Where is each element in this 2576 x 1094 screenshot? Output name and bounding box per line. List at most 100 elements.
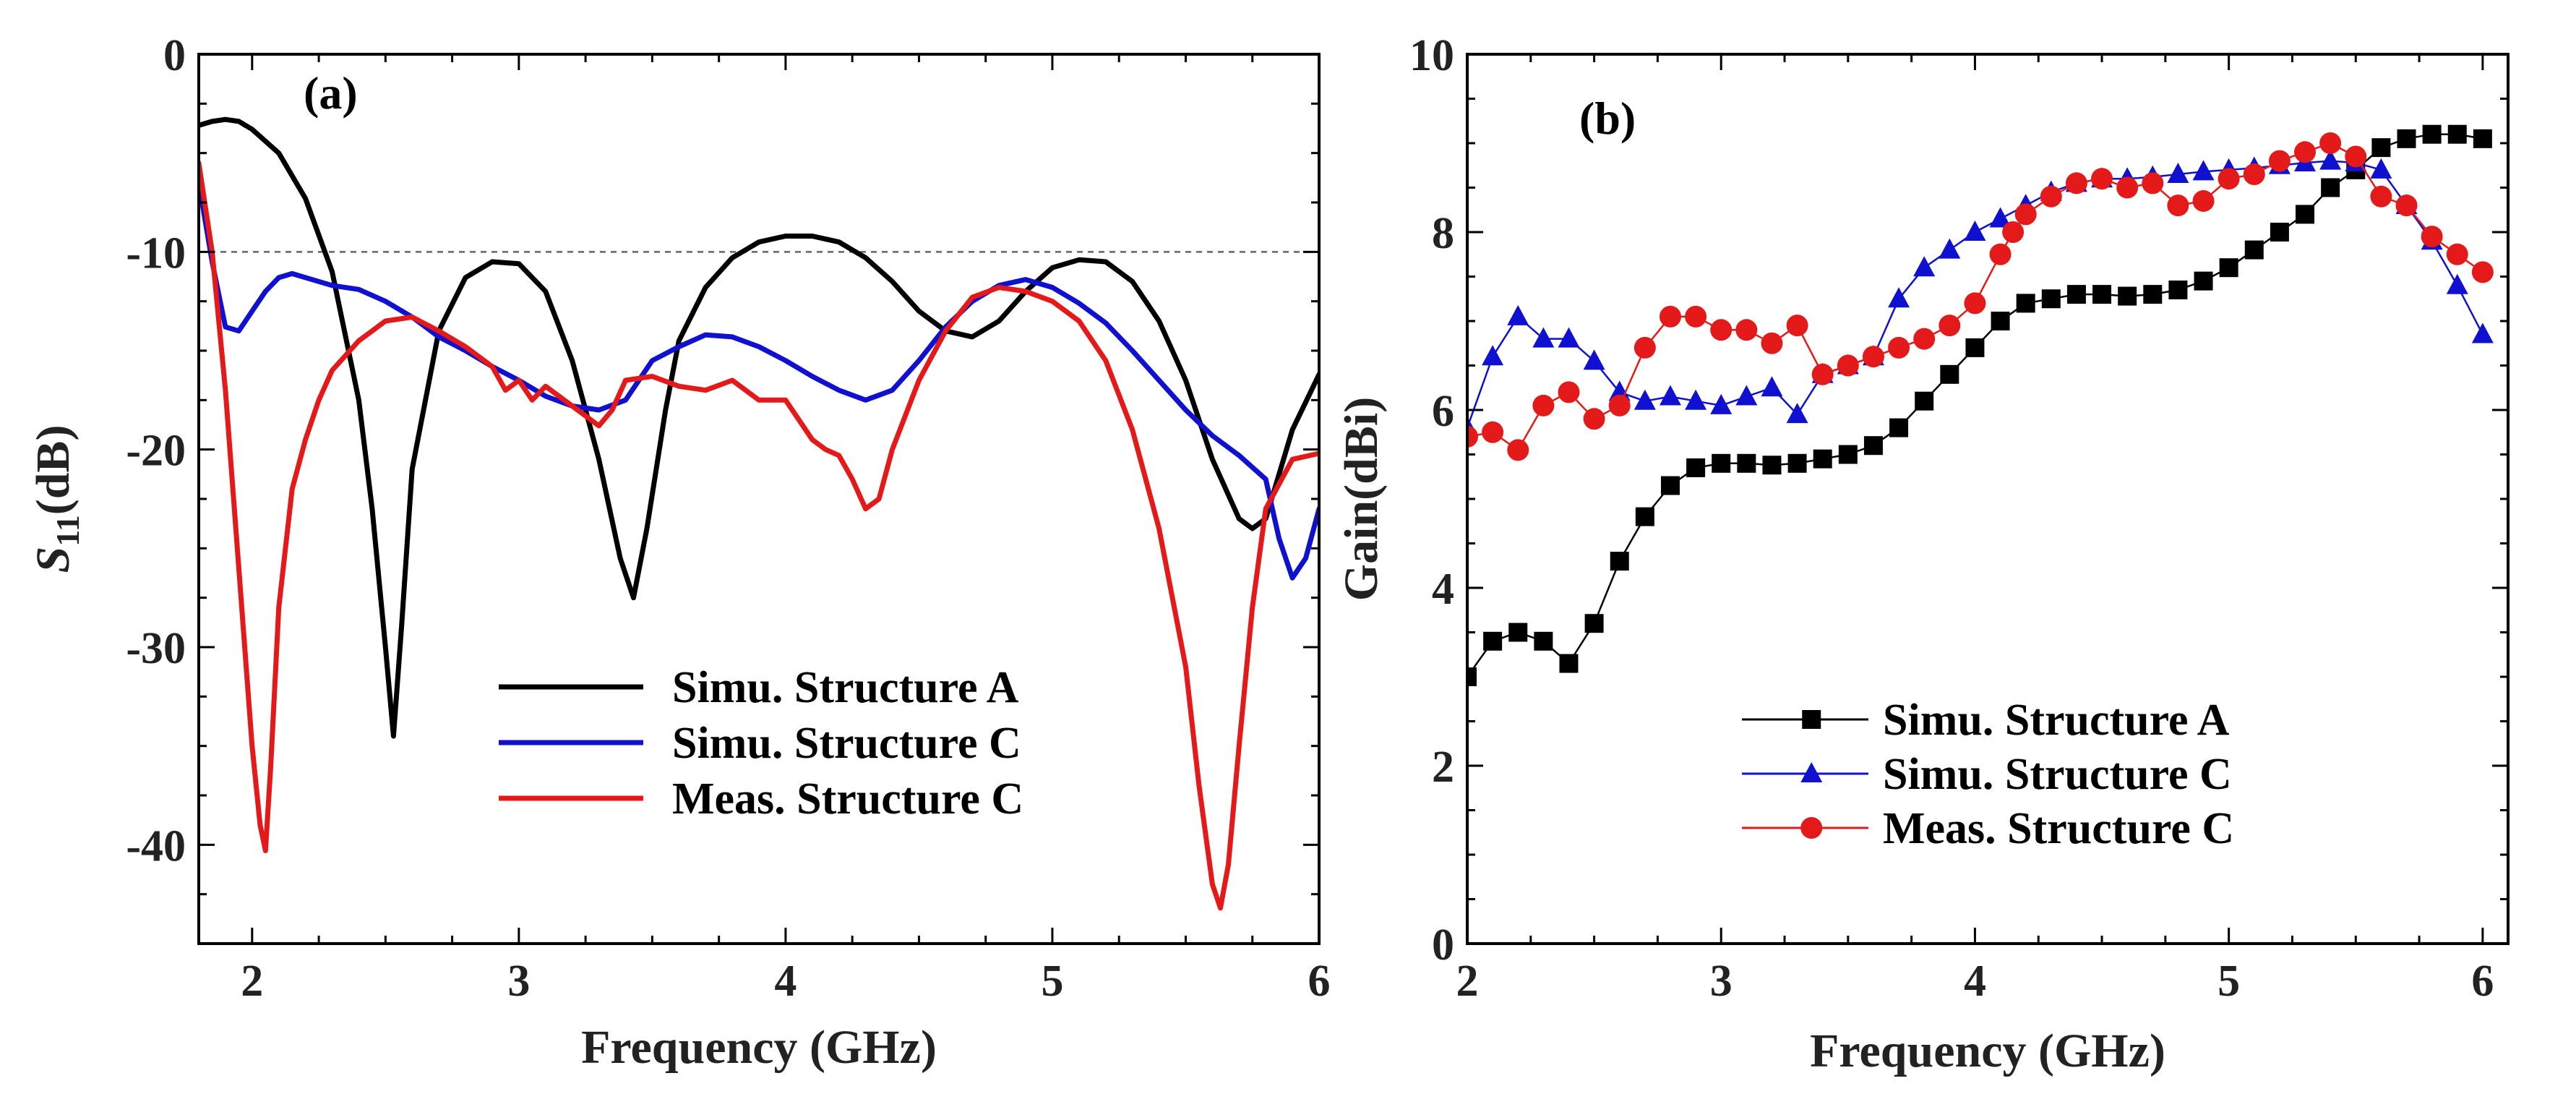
data-point-simu-structure-a xyxy=(1838,445,1858,464)
data-point-simu-structure-c xyxy=(1583,349,1605,370)
data-point-meas-structure-c xyxy=(2319,132,2342,154)
data-point-meas-structure-c xyxy=(1989,243,2012,265)
data-point-simu-structure-c xyxy=(2167,163,2189,184)
data-point-simu-structure-c xyxy=(1939,238,1961,259)
data-point-simu-structure-c xyxy=(2370,158,2392,179)
data-point-meas-structure-c xyxy=(2217,168,2240,190)
data-point-simu-structure-a xyxy=(2092,285,2112,304)
data-point-simu-structure-a xyxy=(2270,223,2289,242)
panel-b-y-axis-title: Gain(dBi) xyxy=(1335,397,1388,601)
data-point-simu-structure-a xyxy=(2143,285,2163,304)
panel-b-legend: Simu. Structure A Simu. Structure C Meas. … xyxy=(1742,696,2234,853)
data-point-simu-structure-c xyxy=(1532,327,1555,348)
x-tick-label: 5 xyxy=(1041,957,1063,1006)
x-tick-label: 2 xyxy=(241,957,263,1006)
x-tick-label: 6 xyxy=(2471,957,2494,1006)
data-point-simu-structure-a xyxy=(1508,623,1528,642)
panel-a-x-axis-title: Frequency (GHz) xyxy=(581,1021,937,1074)
data-point-simu-structure-c xyxy=(1685,389,1707,410)
data-point-meas-structure-c xyxy=(2192,189,2215,212)
data-point-simu-structure-c xyxy=(1558,327,1580,348)
data-point-simu-structure-a xyxy=(2066,285,2086,304)
data-point-simu-structure-a xyxy=(2473,129,2492,148)
y-tick-label: 4 xyxy=(1432,565,1454,614)
data-point-simu-structure-a xyxy=(2219,258,2238,278)
data-point-simu-structure-a xyxy=(2244,240,2264,260)
y-tick-label: 2 xyxy=(1432,743,1454,792)
legend-marker-simu-structure-a xyxy=(1802,710,1821,729)
data-point-meas-structure-c xyxy=(1761,332,1783,354)
data-point-simu-structure-a xyxy=(2422,124,2442,144)
data-point-simu-structure-a xyxy=(2397,129,2416,148)
data-point-meas-structure-c xyxy=(1939,315,1961,337)
panel-a-legend: Simu. Structure A Simu. Structure C Meas. … xyxy=(499,663,1023,824)
legend-marker-simu-structure-c xyxy=(1800,762,1823,782)
data-point-meas-structure-c xyxy=(2142,172,2164,195)
data-point-meas-structure-c xyxy=(2446,243,2468,265)
y-tick-label: 6 xyxy=(1432,387,1454,436)
data-point-meas-structure-c xyxy=(1467,425,1478,448)
y-tick-label: 8 xyxy=(1432,209,1454,258)
data-point-meas-structure-c xyxy=(2167,195,2189,217)
data-point-simu-structure-a xyxy=(2041,289,2061,309)
data-point-simu-structure-a xyxy=(1712,453,1731,473)
data-point-meas-structure-c xyxy=(1811,363,1834,385)
data-point-meas-structure-c xyxy=(1888,336,1910,359)
y-tick-label: 0 xyxy=(1432,920,1454,970)
data-point-simu-structure-c xyxy=(1710,393,1733,414)
data-point-simu-structure-a xyxy=(1863,436,1883,456)
data-point-meas-structure-c xyxy=(1633,336,1656,359)
data-point-meas-structure-c xyxy=(2243,163,2265,186)
data-point-simu-structure-a xyxy=(1610,552,1629,571)
data-point-meas-structure-c xyxy=(2091,168,2113,190)
legend-marker-meas-structure-c xyxy=(1800,817,1823,839)
data-point-simu-structure-c xyxy=(2471,322,2494,343)
panel-b-x-axis-title: Frequency (GHz) xyxy=(1810,1025,2165,1077)
x-tick-label: 4 xyxy=(774,957,797,1006)
data-point-simu-structure-a xyxy=(1559,654,1579,673)
panel-b-label: (b) xyxy=(1579,93,1636,144)
data-point-simu-structure-a xyxy=(2321,178,2340,197)
data-point-simu-structure-a xyxy=(1813,449,1832,469)
data-point-meas-structure-c xyxy=(2370,185,2392,208)
data-point-simu-structure-a xyxy=(1635,507,1654,526)
x-tick-label: 4 xyxy=(1964,957,1986,1006)
panel-a-series-lines xyxy=(199,116,1319,911)
data-point-simu-structure-c xyxy=(1633,389,1656,410)
data-point-simu-structure-a xyxy=(2168,280,2188,299)
data-point-meas-structure-c xyxy=(2421,226,2443,248)
panel-a-y-axis-title: S11(dB) xyxy=(27,425,86,573)
data-point-meas-structure-c xyxy=(2014,203,2037,226)
data-point-meas-structure-c xyxy=(2471,261,2494,283)
data-point-meas-structure-c xyxy=(2040,185,2062,208)
data-point-simu-structure-a xyxy=(1940,364,1959,384)
data-point-meas-structure-c xyxy=(1685,305,1707,328)
panel-a-s11-chart: 2 3 4 5 6 0 -10 -20 -30 -40 (a) Frequency (GHz) S… xyxy=(27,31,1331,1074)
series-line-meas-structure-c xyxy=(199,160,1319,911)
panel-b-series-lines xyxy=(1467,124,2494,686)
data-point-simu-structure-c xyxy=(2319,149,2342,170)
legend-label-simu-structure-c: Simu. Structure C xyxy=(1883,750,2232,799)
data-point-simu-structure-c xyxy=(1735,385,1758,406)
data-point-simu-structure-a xyxy=(1991,312,2010,330)
data-point-simu-structure-a xyxy=(2016,294,2035,313)
data-point-simu-structure-a xyxy=(1534,631,1553,651)
data-point-meas-structure-c xyxy=(1862,346,1884,368)
data-point-meas-structure-c xyxy=(1964,292,1986,315)
data-point-simu-structure-a xyxy=(2296,205,2315,224)
y-tick-label: -10 xyxy=(126,228,186,278)
series-line-simu-structure-c xyxy=(199,180,1319,581)
data-point-simu-structure-a xyxy=(1965,338,1985,357)
x-tick-label: 6 xyxy=(1308,957,1331,1006)
data-point-simu-structure-a xyxy=(2447,124,2467,144)
data-point-meas-structure-c xyxy=(1659,305,1681,328)
data-point-simu-structure-c xyxy=(1989,207,2012,228)
data-point-meas-structure-c xyxy=(2116,176,2139,199)
data-point-meas-structure-c xyxy=(1482,421,1504,443)
data-point-simu-structure-a xyxy=(1660,476,1680,495)
data-point-meas-structure-c xyxy=(1558,381,1580,403)
legend-label-simu-structure-c: Simu. Structure C xyxy=(672,719,1021,768)
